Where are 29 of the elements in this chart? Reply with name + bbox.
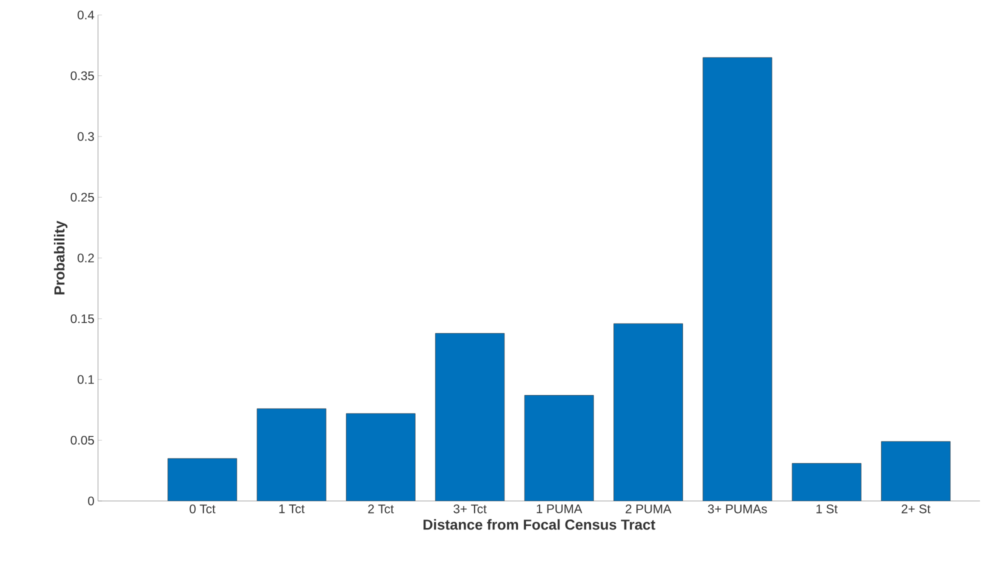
x-tick-label: 2 PUMA: [626, 504, 672, 514]
x-tick-label: 1 Tct: [279, 504, 305, 514]
bar: [256, 408, 326, 501]
bar: [792, 463, 862, 501]
bar: [702, 57, 772, 501]
x-tick-label: 1 PUMA: [536, 504, 582, 514]
bar: [524, 395, 594, 501]
bar: [346, 413, 416, 501]
y-tick-label: 0.15: [70, 314, 94, 324]
x-tick-label: 0 Tct: [190, 504, 216, 514]
y-tick-label: 0: [88, 496, 94, 506]
bar: [435, 333, 505, 501]
y-tick-label: 0.3: [78, 132, 94, 141]
y-tick-label: 0.4: [78, 10, 94, 20]
y-axis-title: Probability: [54, 220, 68, 294]
x-tick-label: 2 Tct: [368, 504, 394, 514]
x-axis-title: Distance from Focal Census Tract: [424, 519, 656, 530]
bar: [168, 458, 238, 501]
y-tick-label: 0.35: [70, 71, 94, 80]
bar: [614, 323, 683, 501]
x-tick-label: 2+ St: [902, 504, 930, 514]
y-tick-label: 0.05: [70, 436, 94, 445]
bar: [881, 441, 951, 501]
x-tick-label: 3+ PUMAs: [708, 504, 767, 514]
x-tick-label: 3+ Tct: [454, 504, 487, 514]
y-tick-label: 0.1: [78, 375, 94, 384]
y-tick-label: 0.25: [70, 192, 94, 202]
y-tick-label: 0.2: [78, 254, 94, 262]
x-tick-label: 1 St: [816, 504, 838, 514]
